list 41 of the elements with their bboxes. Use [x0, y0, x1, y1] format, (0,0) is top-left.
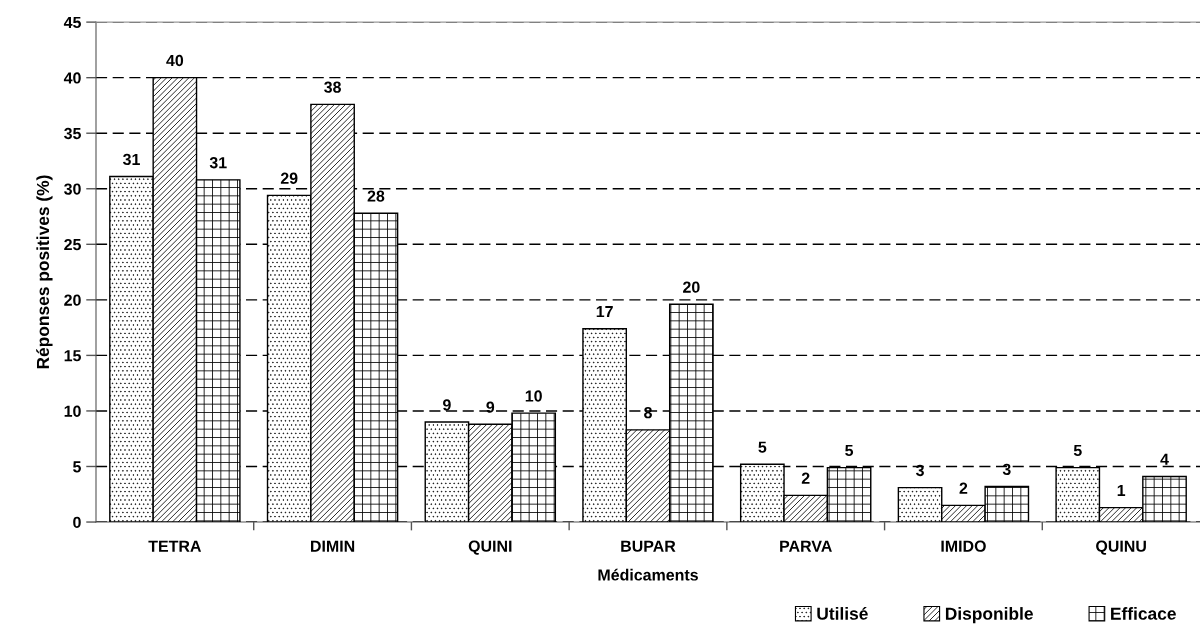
data-label: 10 — [525, 390, 542, 402]
data-label: 2 — [959, 482, 968, 494]
y-tick-label: 45 — [63, 16, 81, 29]
data-label: 9 — [443, 399, 451, 411]
data-label: 4 — [1160, 453, 1169, 465]
y-axis-title: Réponses positives (%) — [36, 175, 53, 369]
x-tick-label: TETRA — [148, 540, 202, 552]
y-tick-label: 15 — [64, 350, 81, 362]
data-label: 5 — [758, 441, 767, 453]
x-tick-label: QUINI — [468, 540, 512, 555]
data-label: 9 — [486, 401, 495, 413]
data-label: 40 — [166, 54, 184, 67]
x-tick-label: IMIDO — [941, 540, 986, 552]
data-label: 38 — [324, 81, 341, 93]
x-tick-label: BUPAR — [621, 540, 676, 552]
data-label: 2 — [801, 472, 810, 484]
data-label: 3 — [1002, 463, 1011, 476]
data-label: 31 — [122, 153, 140, 166]
data-label: 28 — [367, 190, 385, 202]
x-tick-label: PARVA — [780, 540, 832, 552]
legend-label: Disponible — [945, 607, 1033, 624]
data-label: 29 — [280, 172, 298, 184]
legend-label: Efficace — [1111, 607, 1176, 620]
data-label: 20 — [683, 281, 700, 293]
x-tick-label: DIMIN — [311, 540, 355, 552]
y-tick-label: 30 — [64, 183, 81, 195]
data-label: 1 — [1117, 484, 1126, 496]
data-label: 17 — [596, 306, 613, 318]
x-axis-title: Médicaments — [598, 568, 698, 581]
y-tick-label: 0 — [73, 516, 81, 528]
data-label: 5 — [845, 444, 854, 457]
y-tick-label: 10 — [64, 405, 81, 417]
y-tick-label: 35 — [64, 127, 81, 140]
legend-label: Utilisé — [817, 606, 868, 620]
data-label: 5 — [1073, 444, 1082, 457]
y-tick-label: 40 — [63, 72, 81, 84]
y-tick-label: 20 — [64, 294, 81, 306]
data-label: 31 — [209, 157, 227, 169]
y-tick-label: 5 — [73, 461, 81, 473]
y-tick-label: 25 — [64, 238, 81, 251]
x-tick-label: QUINU — [1096, 540, 1146, 555]
